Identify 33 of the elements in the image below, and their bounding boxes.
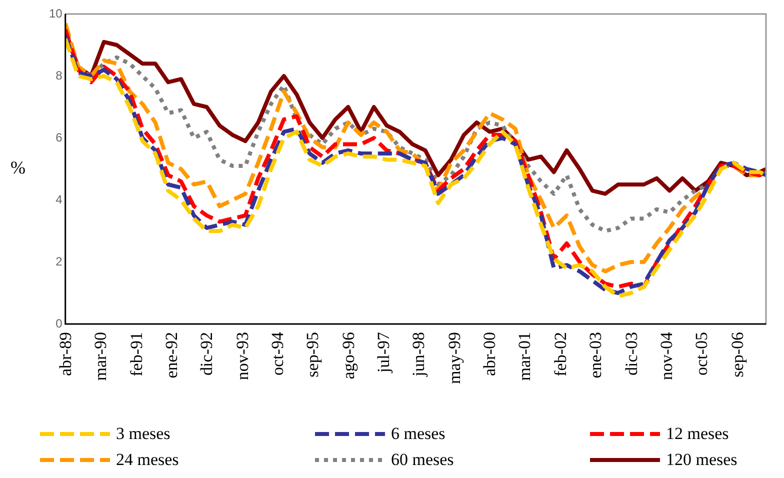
x-tick-label: sep-95 xyxy=(303,332,322,378)
y-tick-label: 0 xyxy=(56,316,63,330)
x-tick-label: may-99 xyxy=(444,332,464,384)
legend-label: 12 meses xyxy=(666,424,729,444)
x-tick-label: nov-93 xyxy=(232,332,252,380)
x-tick-label: feb-02 xyxy=(550,332,570,376)
x-tick-label: abr-00 xyxy=(480,332,500,376)
x-tick-label: ene-03 xyxy=(586,332,606,378)
x-tick-label: mar-01 xyxy=(515,332,534,381)
y-tick-label: 6 xyxy=(56,130,63,144)
y-tick-label: 4 xyxy=(56,192,63,206)
x-tick-label: jul-97 xyxy=(374,332,394,373)
y-tick-label: 10 xyxy=(48,6,63,20)
x-tick-label: oct-05 xyxy=(692,332,712,376)
x-tick-label: feb-91 xyxy=(126,332,146,376)
legend-label: 3 meses xyxy=(116,424,170,444)
x-tick-label: sep-06 xyxy=(728,332,747,378)
legend-label: 60 meses xyxy=(391,450,454,470)
x-tick-label: oct-94 xyxy=(268,332,287,376)
legend-label: 6 meses xyxy=(391,424,446,444)
x-tick-label: nov-04 xyxy=(656,332,676,380)
y-axis-title: % xyxy=(10,158,26,178)
x-tick-label: ago-96 xyxy=(338,332,358,380)
y-tick-label: 8 xyxy=(56,68,63,82)
y-tick-label: 2 xyxy=(56,254,63,268)
x-tick-label: mar-90 xyxy=(91,332,110,381)
x-tick-label: dic-03 xyxy=(622,332,640,376)
x-tick-label: dic-92 xyxy=(197,332,216,376)
x-tick-label: ene-92 xyxy=(162,332,181,378)
x-tick-label: abr-89 xyxy=(56,332,75,376)
x-tick-label: jun-98 xyxy=(409,332,428,376)
legend-label: 120 meses xyxy=(666,450,738,470)
legend-label: 24 meses xyxy=(116,450,179,470)
